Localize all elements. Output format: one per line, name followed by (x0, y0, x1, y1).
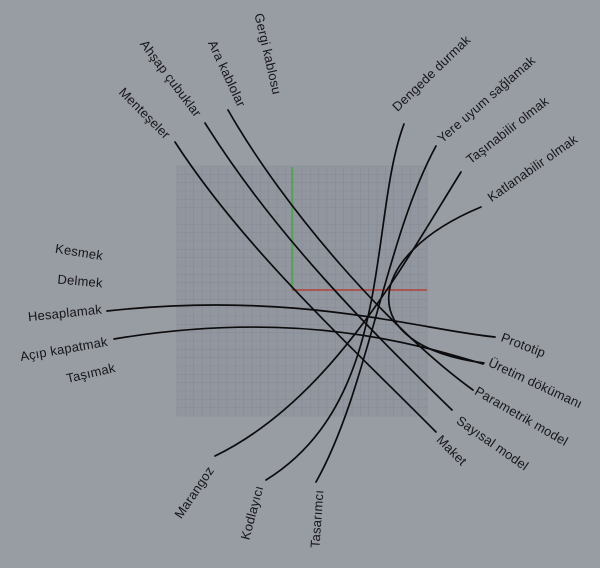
edge-dengede-durmak--kodlayici (265, 123, 405, 481)
label-dengede-durmak: Dengede durmak (389, 32, 473, 114)
label-prototip: Prototip (499, 330, 548, 361)
viewport-axes (291, 167, 427, 291)
label-acip-kapatmak: Açıp kapatmak (19, 334, 109, 364)
label-hesaplamak: Hesaplamak (27, 302, 103, 325)
label-maket: Maket (434, 432, 470, 468)
label-gergi-kablosu: Gergi kablosu (251, 12, 284, 96)
edge-yere-uyum-saglamak--tasarimci (315, 145, 437, 483)
label-kesmek: Kesmek (54, 241, 104, 263)
label-tasarimci: Tasarımcı (307, 489, 326, 548)
edge-acip-kapatmak--uretim-dokumani (113, 326, 484, 365)
edge-katlanabilir-olmak--uretim-dokumani (387, 206, 485, 364)
label-tasimak: Taşımak (65, 360, 117, 386)
edge-ara-kablolar--parametrik-model (227, 109, 474, 391)
label-marangoz: Marangoz (171, 464, 217, 522)
label-ara-kablolar: Ara kablolar (205, 38, 249, 110)
edge-tasinabilir-olmak--marangoz (214, 171, 462, 457)
edge-ahsap-cubuklar--sayisal-model (204, 122, 453, 411)
edge-hesaplamak--prototip (106, 304, 496, 338)
label-menteseler: Menteşeler (116, 85, 174, 143)
label-kodlayici: Kodlayıcı (238, 484, 267, 541)
label-delmek: Delmek (57, 271, 104, 290)
relation-curves (106, 109, 496, 483)
edge-menteseler--maket (174, 141, 437, 433)
label-yere-uyum-saglamak: Yere uyum sağlamak (434, 53, 538, 146)
